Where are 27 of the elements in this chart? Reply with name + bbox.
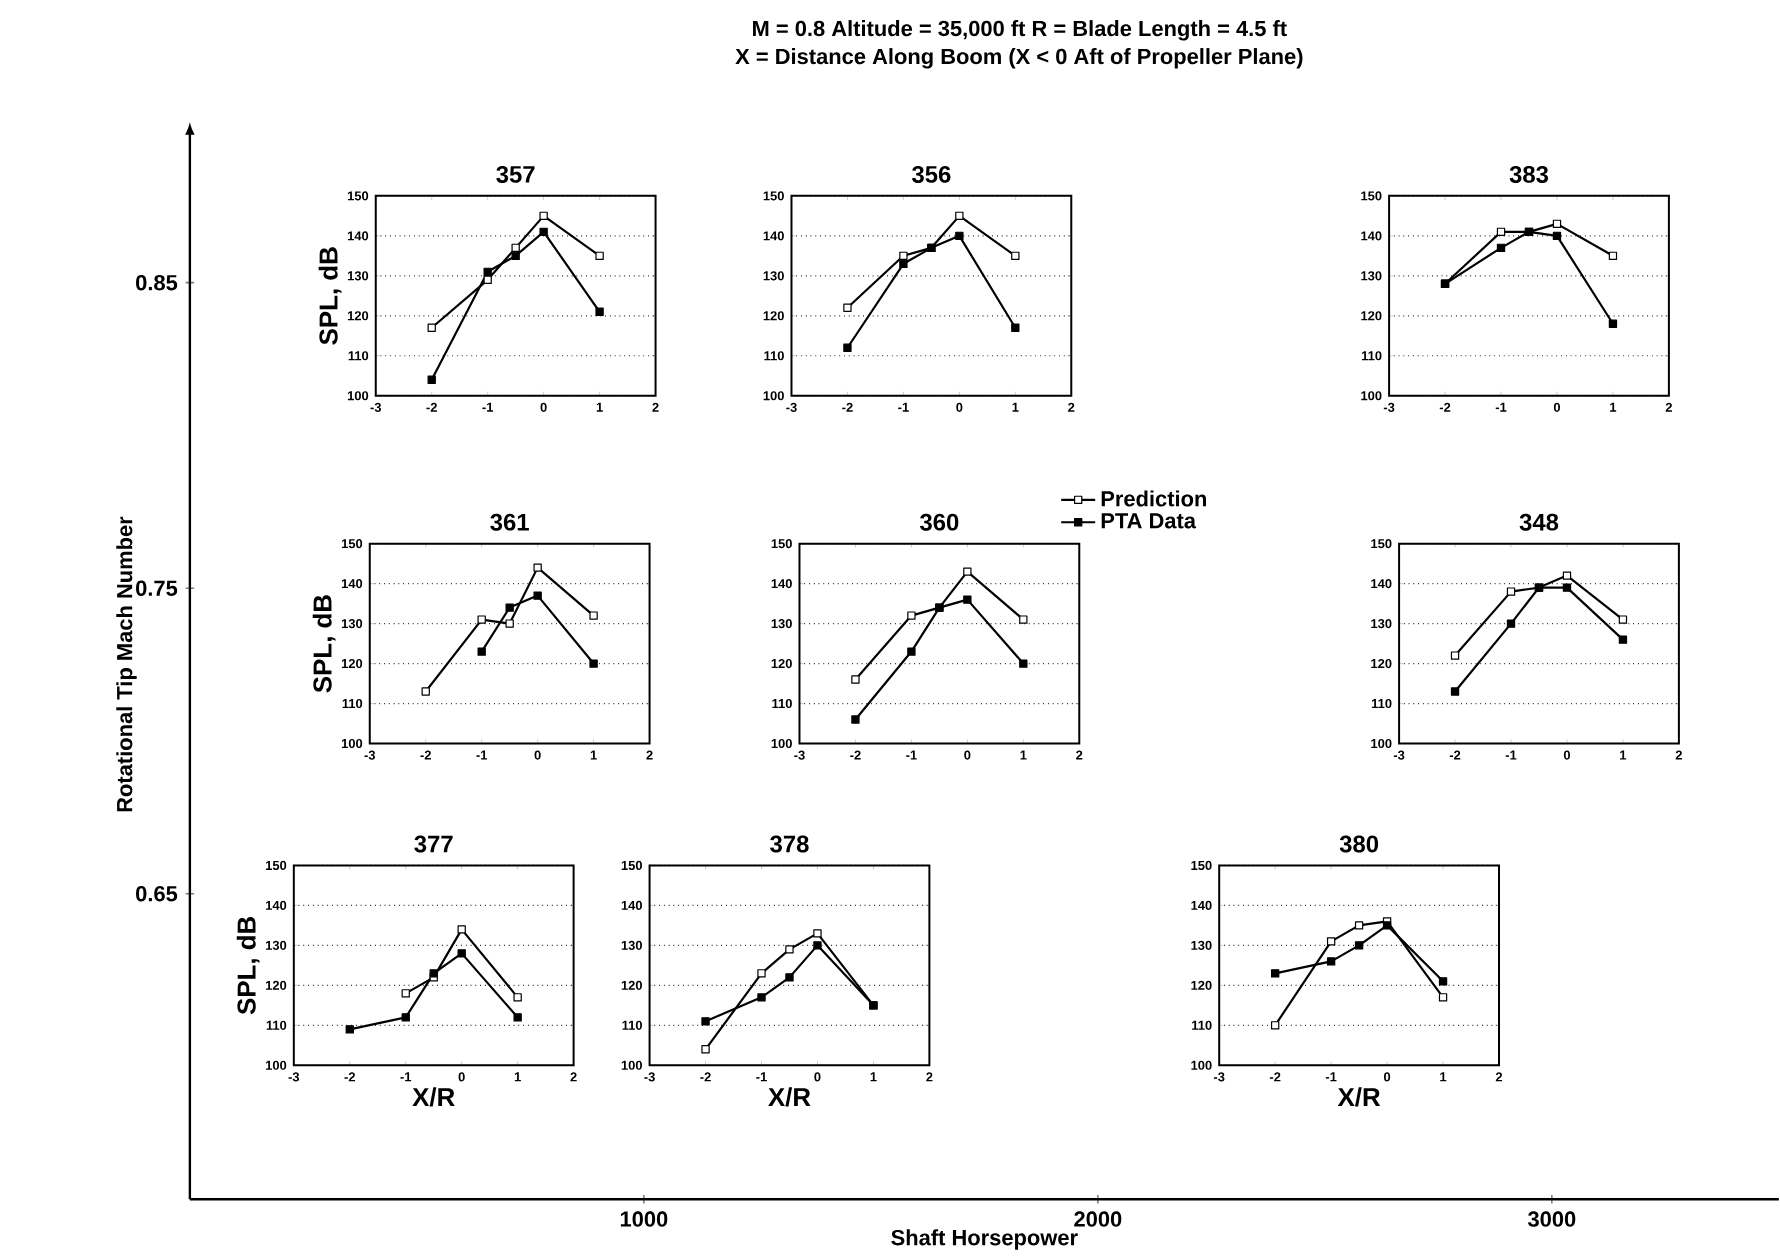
x-axis-title: X/R — [1337, 1087, 1381, 1107]
x-tick-label: 3000 — [1527, 1211, 1576, 1227]
chart-title: 377 — [414, 835, 453, 853]
chart-title: 360 — [920, 513, 959, 531]
chart-title: 356 — [912, 165, 951, 183]
chart-title: 357 — [496, 165, 535, 183]
y-tick-label: 0.65 — [136, 885, 178, 902]
y-tick-label: 0.85 — [136, 274, 178, 291]
x-axis-title: X/R — [412, 1087, 455, 1107]
chart-title: 348 — [1519, 513, 1559, 531]
y-axis-title: Rotational Tip Mach Number — [116, 516, 137, 812]
chart-title: 380 — [1339, 835, 1379, 853]
chart-title: M = 0.8 Altitude = 35,000 ft R = Blade Length = 4.5 ft — [753, 19, 1287, 41]
x-axis-title: X/R — [768, 1087, 811, 1107]
chart-title: 361 — [490, 513, 529, 531]
chart-subtitle: X = Distance Along Boom (X < 0 Aft of Propeller Plane) — [735, 47, 1303, 69]
y-axis-title: SPL, dB — [318, 247, 342, 345]
x-tick-label: 2000 — [1074, 1211, 1122, 1227]
chart-title: 378 — [770, 835, 809, 853]
legend-label: PTA Data — [1101, 513, 1197, 529]
chart-title: 383 — [1509, 165, 1549, 183]
y-axis-title: SPL, dB — [236, 916, 260, 1015]
y-axis-title: SPL, dB — [312, 594, 336, 693]
legend-label: Prediction — [1101, 490, 1207, 507]
x-tick-label: 1000 — [620, 1211, 668, 1227]
y-tick-label: 0.75 — [136, 580, 178, 596]
x-axis-title: Shaft Horsepower — [891, 1229, 1078, 1250]
